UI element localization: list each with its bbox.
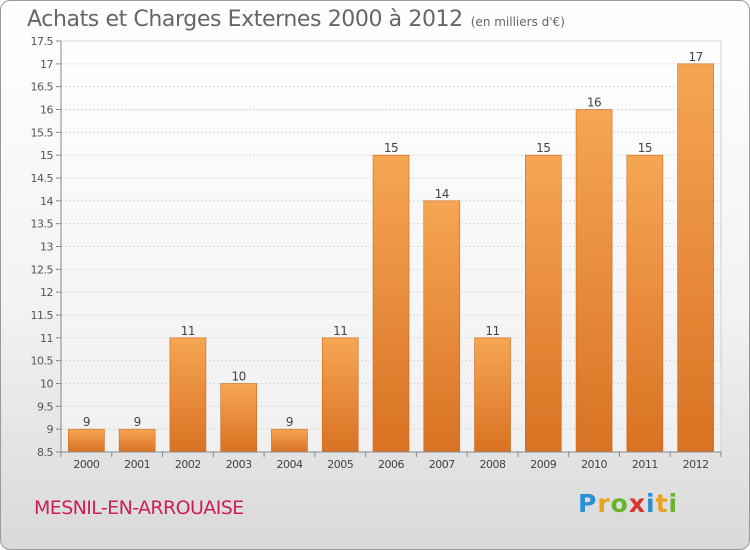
- logo-letter: i: [646, 489, 656, 518]
- x-tick-label-2006: 2006: [378, 458, 404, 471]
- bar-2000: [68, 428, 105, 453]
- bar-2010: [575, 109, 613, 453]
- y-axis: 8.5 9 9.5 10 10.5 11 11.5 12 12.5 13 13.5 14 14.5 15 1…: [31, 35, 62, 459]
- y-tick-label: 17: [40, 58, 53, 71]
- y-tick-label: 10: [40, 378, 53, 391]
- data-label-2012: 17: [688, 50, 702, 64]
- data-label-2004: 9: [286, 415, 293, 429]
- y-tick-label: 14.5: [31, 172, 54, 185]
- data-label-2007: 14: [435, 187, 449, 201]
- data-label-2005: 11: [333, 324, 347, 338]
- y-tick-label: 8.5: [37, 446, 53, 459]
- x-tick-label-2001: 2001: [124, 458, 150, 471]
- data-label-2001: 9: [134, 415, 141, 429]
- y-tick-label: 12: [40, 286, 53, 299]
- x-tick-label-2009: 2009: [530, 458, 556, 471]
- x-tick-label-2008: 2008: [480, 458, 506, 471]
- bar-2007: [423, 200, 461, 453]
- bar-2012: [677, 63, 714, 453]
- x-tick-label-2003: 2003: [226, 458, 252, 471]
- logo-letter: x: [628, 489, 646, 518]
- logo-letter: o: [610, 489, 629, 518]
- y-tick-label: 16.5: [31, 81, 54, 94]
- y-tick-label: 11: [40, 332, 53, 345]
- data-labels: 9 9 11 10 9 11 15 14 11 15 16 15 17: [83, 50, 703, 429]
- y-tick-label: 14: [40, 195, 53, 208]
- x-axis: 2000 2001 2002 2003 2004 2005 2006 2007 2008 2009…: [60, 451, 722, 471]
- x-tick-label-2010: 2010: [581, 458, 607, 471]
- bar-2002: [169, 337, 207, 453]
- y-tick-label: 13: [40, 241, 53, 254]
- x-tick-label-2011: 2011: [632, 458, 658, 471]
- bar-2011: [626, 154, 664, 453]
- bar-2006: [372, 154, 410, 453]
- data-label-2009: 15: [536, 141, 550, 155]
- x-tick-label-2002: 2002: [175, 458, 201, 471]
- data-label-2002: 11: [181, 324, 195, 338]
- y-tick-label: 9.5: [37, 400, 53, 413]
- y-tick-label: 9: [47, 423, 54, 436]
- logo-letter: t: [655, 489, 669, 518]
- data-label-2003: 10: [232, 370, 246, 384]
- x-tick-label-2005: 2005: [327, 458, 353, 471]
- y-tick-label: 13.5: [31, 218, 54, 231]
- bar-2004: [271, 428, 308, 453]
- y-tick-label: 11.5: [31, 309, 54, 322]
- logo-letter: P: [578, 489, 598, 518]
- x-tick-label-2007: 2007: [429, 458, 455, 471]
- logo-letter: r: [597, 489, 611, 518]
- bar-2008: [474, 337, 511, 453]
- y-tick-label: 17.5: [31, 35, 54, 48]
- data-label-2006: 15: [384, 141, 398, 155]
- data-label-2010: 16: [587, 96, 601, 110]
- bar-2009: [525, 154, 562, 453]
- chart-subtitle: (en milliers d'€): [470, 15, 565, 29]
- x-tick-label-2004: 2004: [276, 458, 302, 471]
- x-tick-label-2012: 2012: [683, 458, 709, 471]
- data-label-2008: 11: [485, 324, 499, 338]
- y-tick-label: 15: [40, 149, 53, 162]
- proxiti-logo: Proxiti: [578, 489, 678, 518]
- y-tick-label: 16: [40, 104, 53, 117]
- bar-2005: [321, 337, 359, 453]
- y-tick-label: 15.5: [31, 126, 54, 139]
- data-label-2000: 9: [83, 415, 90, 429]
- x-tick-label-2000: 2000: [73, 458, 99, 471]
- bar-2003: [220, 383, 257, 453]
- y-tick-label: 12.5: [31, 263, 54, 276]
- data-label-2011: 15: [638, 141, 652, 155]
- y-tick-label: 10.5: [31, 355, 54, 368]
- commune-name: MESNIL-EN-ARROUAISE: [34, 497, 244, 519]
- bar-2001: [118, 428, 156, 453]
- chart-title: Achats et Charges Externes 2000 à 2012 (e…: [27, 7, 565, 32]
- logo-letter: i: [668, 489, 679, 518]
- title-text: Achats et Charges Externes 2000 à 2012: [27, 7, 463, 32]
